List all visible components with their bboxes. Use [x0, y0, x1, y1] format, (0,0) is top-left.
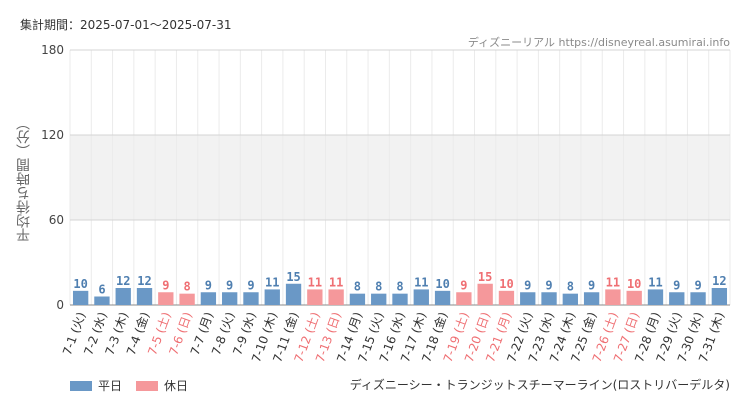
- data-label: 9: [247, 278, 254, 292]
- data-label: 9: [694, 278, 701, 292]
- data-label: 9: [588, 278, 595, 292]
- data-label: 11: [329, 275, 343, 289]
- bar: [413, 289, 429, 305]
- ride-name: ディズニーシー・トランジットスチーマーライン(ロストリバーデルタ): [349, 378, 730, 392]
- bar: [72, 290, 89, 305]
- y-tick-label: 180: [41, 43, 64, 57]
- data-label: 9: [524, 278, 531, 292]
- bar: [307, 289, 323, 305]
- data-label: 12: [116, 274, 130, 288]
- bar: [605, 289, 621, 305]
- bar: [328, 289, 344, 305]
- bar: [136, 288, 153, 305]
- legend-swatch-weekday: [70, 380, 92, 391]
- data-label: 10: [627, 277, 641, 291]
- bar: [456, 292, 472, 305]
- shaded-band: [70, 135, 730, 220]
- bar: [669, 292, 685, 305]
- legend-swatch-holiday: [136, 380, 159, 391]
- legend-label-holiday: 休日: [164, 379, 189, 393]
- legend-item-holiday: 休日: [136, 377, 188, 394]
- bar: [498, 290, 515, 305]
- bar: [626, 290, 642, 305]
- data-label: 10: [435, 277, 449, 291]
- data-label: 15: [478, 270, 492, 284]
- data-label: 8: [396, 280, 403, 294]
- bar: [583, 292, 600, 305]
- legend-label-weekday: 平日: [98, 379, 123, 393]
- data-label: 9: [226, 278, 233, 292]
- bar: [179, 293, 195, 305]
- bar: [520, 292, 536, 305]
- bar: [541, 292, 557, 305]
- source-credit: ディズニーリアル https://disneyreal.asumirai.inf…: [467, 36, 730, 49]
- data-label: 10: [499, 277, 513, 291]
- data-label: 11: [648, 275, 662, 289]
- legend: 平日 休日: [70, 377, 202, 394]
- data-label: 8: [354, 280, 361, 294]
- data-label: 9: [205, 278, 212, 292]
- legend-item-weekday: 平日: [70, 377, 122, 394]
- bar: [200, 292, 217, 305]
- data-label: 9: [460, 278, 467, 292]
- data-label: 11: [308, 275, 322, 289]
- data-label: 11: [265, 275, 279, 289]
- data-label: 10: [73, 277, 87, 291]
- data-label: 8: [567, 280, 574, 294]
- bar: [371, 293, 387, 305]
- data-label: 11: [414, 275, 428, 289]
- bar: [711, 288, 728, 305]
- bar: [392, 293, 408, 305]
- data-label: 6: [98, 283, 105, 297]
- bar: [349, 293, 366, 305]
- y-tick-label: 120: [41, 128, 64, 142]
- bar: [115, 288, 131, 305]
- bar: [243, 292, 259, 305]
- bar: [158, 292, 174, 305]
- data-label: 8: [375, 280, 382, 294]
- bar: [264, 289, 280, 305]
- data-label: 9: [673, 278, 680, 292]
- data-label: 12: [137, 274, 151, 288]
- data-label: 11: [606, 275, 620, 289]
- period-label: 集計期間：2025-07-01～2025-07-31: [20, 18, 232, 32]
- bar: [434, 290, 451, 305]
- bar: [562, 293, 578, 305]
- data-label: 9: [162, 278, 169, 292]
- y-tick-label: 60: [49, 213, 64, 227]
- y-tick-label: 0: [56, 298, 64, 312]
- data-label: 12: [712, 274, 726, 288]
- data-label: 15: [286, 270, 300, 284]
- data-label: 9: [545, 278, 552, 292]
- bar: [222, 292, 238, 305]
- bar: [94, 296, 110, 305]
- bar: [690, 292, 706, 305]
- data-label: 8: [183, 280, 190, 294]
- bar: [647, 289, 664, 305]
- bar: [285, 283, 302, 305]
- bar: [477, 283, 493, 305]
